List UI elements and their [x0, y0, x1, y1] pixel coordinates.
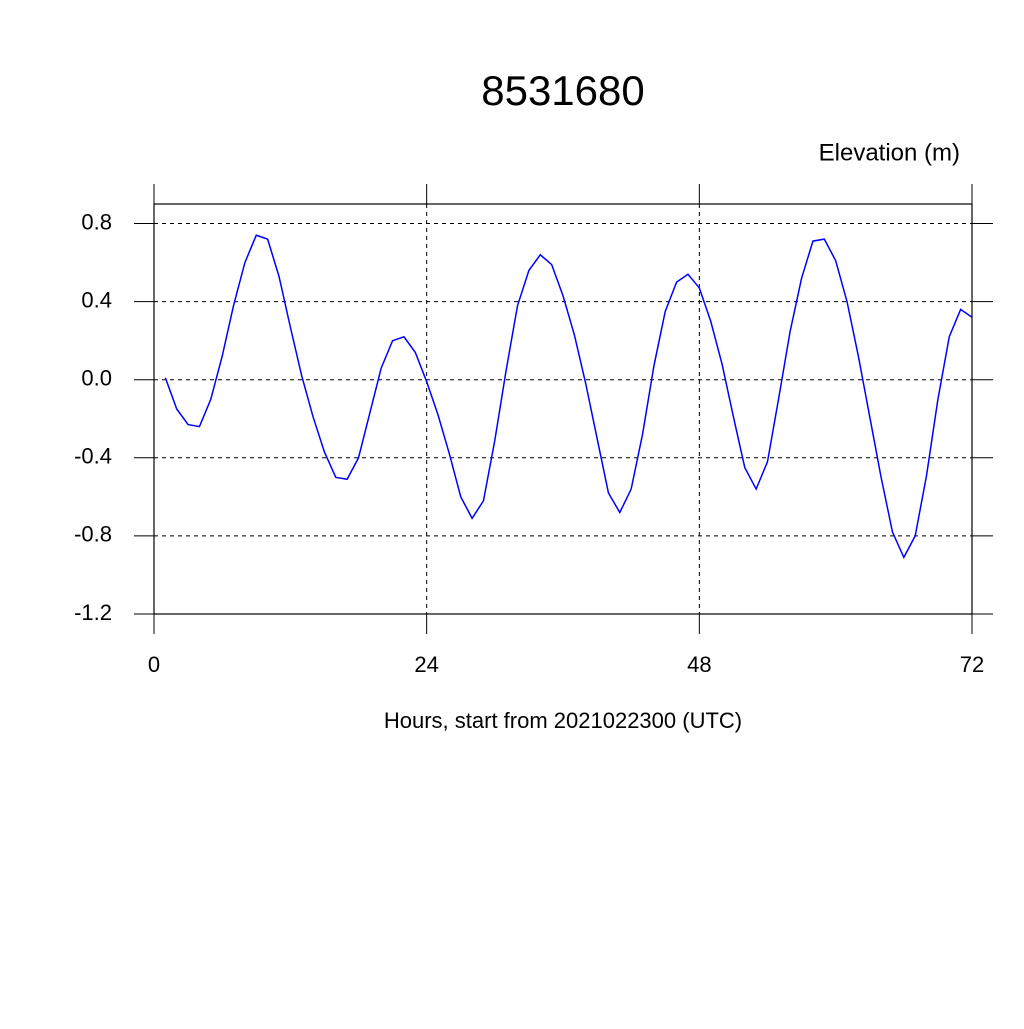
data-line [164, 234, 973, 560]
y-tick-label: 0.8 [81, 209, 112, 234]
y-tick-label: 0.4 [81, 287, 112, 312]
chart-title: 8531680 [481, 67, 645, 114]
y-tick-label: -0.4 [74, 444, 112, 469]
x-axis-label: Hours, start from 2021022300 (UTC) [384, 708, 742, 733]
x-tick-label: 0 [148, 652, 160, 677]
plot-frame [153, 203, 973, 615]
x-tick-label: 72 [960, 652, 984, 677]
x-tick-label: 24 [414, 652, 438, 677]
y-tick-label: -0.8 [74, 522, 112, 547]
x-tick-label: 48 [687, 652, 711, 677]
y-axis-label: Elevation (m) [819, 139, 960, 166]
y-tick-label: -1.2 [74, 600, 112, 625]
y-tick-label: 0.0 [81, 366, 112, 391]
